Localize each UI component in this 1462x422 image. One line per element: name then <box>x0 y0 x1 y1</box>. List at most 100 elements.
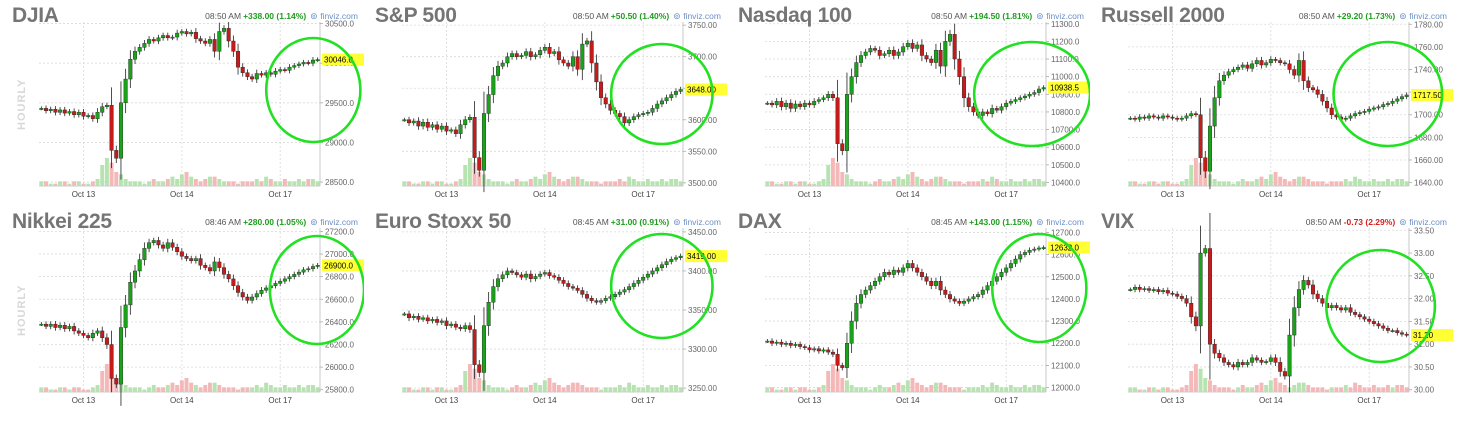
candle <box>980 286 985 299</box>
candle <box>90 112 95 122</box>
candle <box>100 326 105 343</box>
volume-bar <box>1245 181 1250 186</box>
volume-bar <box>48 183 53 186</box>
source-link[interactable]: ⊚ finviz.com <box>1399 11 1447 21</box>
candle <box>477 151 482 177</box>
candle <box>1165 287 1170 297</box>
candle <box>1362 314 1367 322</box>
candle <box>915 264 920 276</box>
candle <box>1250 354 1255 366</box>
volume-bar <box>222 387 226 392</box>
volume-bar <box>1022 179 1027 186</box>
volume-bar <box>816 387 821 392</box>
candle <box>533 52 538 60</box>
candle <box>1236 64 1241 73</box>
chart-title: DJIA <box>12 4 59 27</box>
highlight-ellipse <box>609 42 714 146</box>
volume-bar <box>859 387 863 392</box>
volume-bar <box>924 387 929 392</box>
candle <box>72 322 77 335</box>
source-link[interactable]: ⊚ finviz.com <box>673 11 721 21</box>
volume-bar <box>1395 385 1400 392</box>
candle <box>519 272 524 280</box>
candle <box>673 255 678 262</box>
y-tick-label: 10800.0 <box>1051 108 1080 117</box>
source-link[interactable]: ⊚ finviz.com <box>1036 11 1084 21</box>
candle <box>472 101 477 174</box>
candle <box>1128 116 1133 121</box>
volume-bar <box>95 179 100 186</box>
volume-bar <box>114 172 119 186</box>
candle <box>254 69 259 83</box>
candle <box>1008 259 1013 272</box>
candle <box>245 293 250 304</box>
volume-bar <box>1390 181 1395 186</box>
candle <box>147 238 152 253</box>
volume-bar <box>938 382 943 392</box>
candle <box>1036 245 1041 252</box>
volume-bar <box>1147 181 1152 186</box>
volume-bar <box>467 364 472 392</box>
candle <box>971 293 976 302</box>
candle <box>636 277 641 287</box>
volume-bar <box>217 179 222 186</box>
volume-bar <box>142 183 147 186</box>
candle <box>622 286 627 295</box>
volume-bar <box>793 183 798 186</box>
source-link[interactable]: ⊚ finviz.com <box>310 11 358 21</box>
volume-bar <box>170 176 175 186</box>
y-tick-label: 1680.00 <box>1414 133 1443 142</box>
y-tick-label: 3400.00 <box>688 267 717 276</box>
candle <box>449 127 454 134</box>
candle <box>873 45 878 53</box>
source-link[interactable]: ⊚ finviz.com <box>1399 217 1447 227</box>
x-tick-label: Oct 13 <box>72 396 96 405</box>
side-label: HOURLY <box>16 79 28 130</box>
source-link[interactable]: ⊚ finviz.com <box>310 217 358 227</box>
volume-bar <box>599 389 604 392</box>
candle <box>1245 359 1250 368</box>
volume-bar <box>1128 387 1133 392</box>
candle <box>435 121 440 133</box>
candle <box>39 322 44 327</box>
x-tick-label: Oct 17 <box>1357 190 1381 199</box>
volume-bar <box>1198 368 1203 392</box>
volume-bar <box>278 387 283 392</box>
volume-bar <box>254 179 259 186</box>
chart-title: S&P 500 <box>375 4 457 27</box>
volume-bar <box>901 385 906 392</box>
candle <box>1315 290 1320 303</box>
candle <box>938 42 943 74</box>
volume-bar <box>1320 181 1325 186</box>
candle <box>854 55 859 84</box>
volume-bar <box>62 181 67 186</box>
volume-bar <box>631 385 636 392</box>
volume-bar <box>226 387 231 392</box>
candle <box>962 67 967 108</box>
candle <box>137 43 142 55</box>
source-link[interactable]: ⊚ finviz.com <box>673 217 721 227</box>
candle <box>203 38 208 47</box>
candle <box>603 295 608 304</box>
volume-bar <box>1296 382 1301 392</box>
volume-bar <box>547 172 552 186</box>
candle <box>1142 286 1147 292</box>
candle <box>1008 98 1013 106</box>
volume-bar <box>254 385 259 392</box>
candle <box>788 99 793 113</box>
candle <box>655 264 660 275</box>
volume-bar <box>774 389 779 392</box>
volume-bar <box>524 181 529 186</box>
candle <box>1018 95 1023 103</box>
candle <box>1264 59 1269 68</box>
volume-bar <box>90 181 95 186</box>
candle <box>416 313 421 323</box>
candle <box>957 50 962 85</box>
candle <box>1161 287 1166 295</box>
source-link[interactable]: ⊚ finviz.com <box>1036 217 1084 227</box>
candle <box>770 338 775 346</box>
volume-bar <box>104 158 109 186</box>
candle <box>631 113 636 123</box>
volume-bar <box>566 385 571 392</box>
candle <box>278 278 283 287</box>
